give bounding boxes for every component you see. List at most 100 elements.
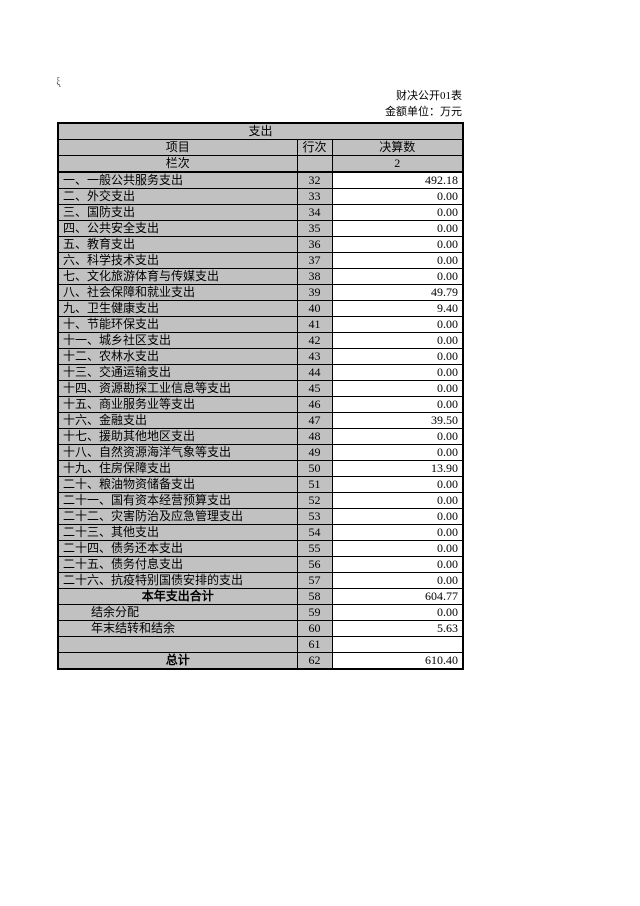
item-cell: 一、一般公共服务支出 [57, 171, 298, 189]
value-cell: 0.00 [331, 268, 464, 285]
expenditure-table: 支出 项目 行次 决算数 栏次 2 一、一般公共服务支出 32 492.18 二、外交… [57, 122, 465, 670]
item-cell: 二十四、债务还本支出 [57, 540, 298, 557]
table-row: 61 [57, 636, 464, 653]
item-cell: 十三、交通运输支出 [57, 364, 298, 381]
table-row: 总计 62 610.40 [57, 652, 464, 670]
table-row: 二十五、债务付息支出 56 0.00 [57, 556, 464, 573]
line-number-cell: 36 [296, 236, 333, 253]
expenditure-table-wrapper: 支出 项目 行次 决算数 栏次 2 一、一般公共服务支出 32 492.18 二、外交… [57, 122, 465, 670]
table-row: 十三、交通运输支出 44 0.00 [57, 364, 464, 381]
value-cell: 0.00 [331, 444, 464, 461]
column-index-amount: 2 [331, 155, 464, 173]
line-number-cell: 34 [296, 204, 333, 221]
column-header-line: 行次 [296, 139, 333, 156]
value-cell: 0.00 [331, 220, 464, 237]
item-cell: 总计 [57, 652, 298, 670]
value-cell: 0.00 [331, 556, 464, 573]
table-row: 五、教育支出 36 0.00 [57, 236, 464, 253]
line-number-cell: 53 [296, 508, 333, 525]
value-cell: 0.00 [331, 348, 464, 365]
value-cell: 604.77 [331, 588, 464, 605]
value-cell: 610.40 [331, 652, 464, 670]
page-corner-artifact: ξ̣ [56, 77, 61, 88]
item-cell: 十五、商业服务业等支出 [57, 396, 298, 413]
table-row: 十四、资源勘探工业信息等支出 45 0.00 [57, 380, 464, 397]
line-number-cell: 51 [296, 476, 333, 493]
item-cell: 十六、金融支出 [57, 412, 298, 429]
table-row: 结余分配 59 0.00 [57, 604, 464, 621]
table-row: 二十四、债务还本支出 55 0.00 [57, 540, 464, 557]
value-cell: 49.79 [331, 284, 464, 301]
item-cell: 十四、资源勘探工业信息等支出 [57, 380, 298, 397]
table-row: 二十二、灾害防治及应急管理支出 53 0.00 [57, 508, 464, 525]
table-row: 四、公共安全支出 35 0.00 [57, 220, 464, 237]
line-number-cell: 49 [296, 444, 333, 461]
line-number-cell: 44 [296, 364, 333, 381]
table-row: 十八、自然资源海洋气象等支出 49 0.00 [57, 444, 464, 461]
table-row: 九、卫生健康支出 40 9.40 [57, 300, 464, 317]
item-cell: 二十二、灾害防治及应急管理支出 [57, 508, 298, 525]
value-cell: 0.00 [331, 204, 464, 221]
table-row: 六、科学技术支出 37 0.00 [57, 252, 464, 269]
table-row: 十二、农林水支出 43 0.00 [57, 348, 464, 365]
line-number-cell: 33 [296, 188, 333, 205]
item-cell: 四、公共安全支出 [57, 220, 298, 237]
value-cell: 0.00 [331, 540, 464, 557]
value-cell: 0.00 [331, 508, 464, 525]
line-number-cell: 43 [296, 348, 333, 365]
column-header-row: 项目 行次 决算数 [57, 139, 464, 156]
amount-unit-label: 金额单位：万元 [385, 106, 462, 118]
line-number-cell: 50 [296, 460, 333, 477]
item-cell: 十一、城乡社区支出 [57, 332, 298, 349]
line-number-cell: 40 [296, 300, 333, 317]
table-row: 十一、城乡社区支出 42 0.00 [57, 332, 464, 349]
item-cell: 十七、援助其他地区支出 [57, 428, 298, 445]
item-cell: 十、节能环保支出 [57, 316, 298, 333]
line-number-cell: 45 [296, 380, 333, 397]
item-cell [57, 636, 298, 653]
value-cell: 0.00 [331, 524, 464, 541]
item-cell: 年末结转和结余 [57, 620, 298, 637]
item-cell: 结余分配 [57, 604, 298, 621]
value-cell: 0.00 [331, 396, 464, 413]
item-cell: 六、科学技术支出 [57, 252, 298, 269]
value-cell: 13.90 [331, 460, 464, 477]
value-cell: 0.00 [331, 364, 464, 381]
line-number-cell: 57 [296, 572, 333, 589]
value-cell: 9.40 [331, 300, 464, 317]
table-row: 三、国防支出 34 0.00 [57, 204, 464, 221]
table-row: 二十、粮油物资储备支出 51 0.00 [57, 476, 464, 493]
line-number-cell: 60 [296, 620, 333, 637]
value-cell: 0.00 [331, 476, 464, 493]
column-index-line [296, 155, 333, 173]
table-row: 十九、住房保障支出 50 13.90 [57, 460, 464, 477]
table-title: 支出 [57, 122, 464, 140]
value-cell: 0.00 [331, 572, 464, 589]
table-row: 十五、商业服务业等支出 46 0.00 [57, 396, 464, 413]
value-cell: 0.00 [331, 380, 464, 397]
table-row: 二十一、国有资本经营预算支出 52 0.00 [57, 492, 464, 509]
item-cell: 八、社会保障和就业支出 [57, 284, 298, 301]
line-number-cell: 58 [296, 588, 333, 605]
line-number-cell: 42 [296, 332, 333, 349]
table-row: 二、外交支出 33 0.00 [57, 188, 464, 205]
column-header-item: 项目 [57, 139, 298, 156]
value-cell: 492.18 [331, 171, 464, 189]
table-row: 八、社会保障和就业支出 39 49.79 [57, 284, 464, 301]
line-number-cell: 61 [296, 636, 333, 653]
item-cell: 七、文化旅游体育与传媒支出 [57, 268, 298, 285]
table-row: 十七、援助其他地区支出 48 0.00 [57, 428, 464, 445]
line-number-cell: 46 [296, 396, 333, 413]
line-number-cell: 47 [296, 412, 333, 429]
column-header-amount: 决算数 [331, 139, 464, 156]
table-body: 一、一般公共服务支出 32 492.18 二、外交支出 33 0.00 三、国防支出 34 0.… [57, 171, 464, 670]
line-number-cell: 35 [296, 220, 333, 237]
line-number-cell: 54 [296, 524, 333, 541]
value-cell: 5.63 [331, 620, 464, 637]
value-cell: 0.00 [331, 188, 464, 205]
line-number-cell: 39 [296, 284, 333, 301]
value-cell: 39.50 [331, 412, 464, 429]
column-index-row: 栏次 2 [57, 155, 464, 173]
value-cell: 0.00 [331, 252, 464, 269]
